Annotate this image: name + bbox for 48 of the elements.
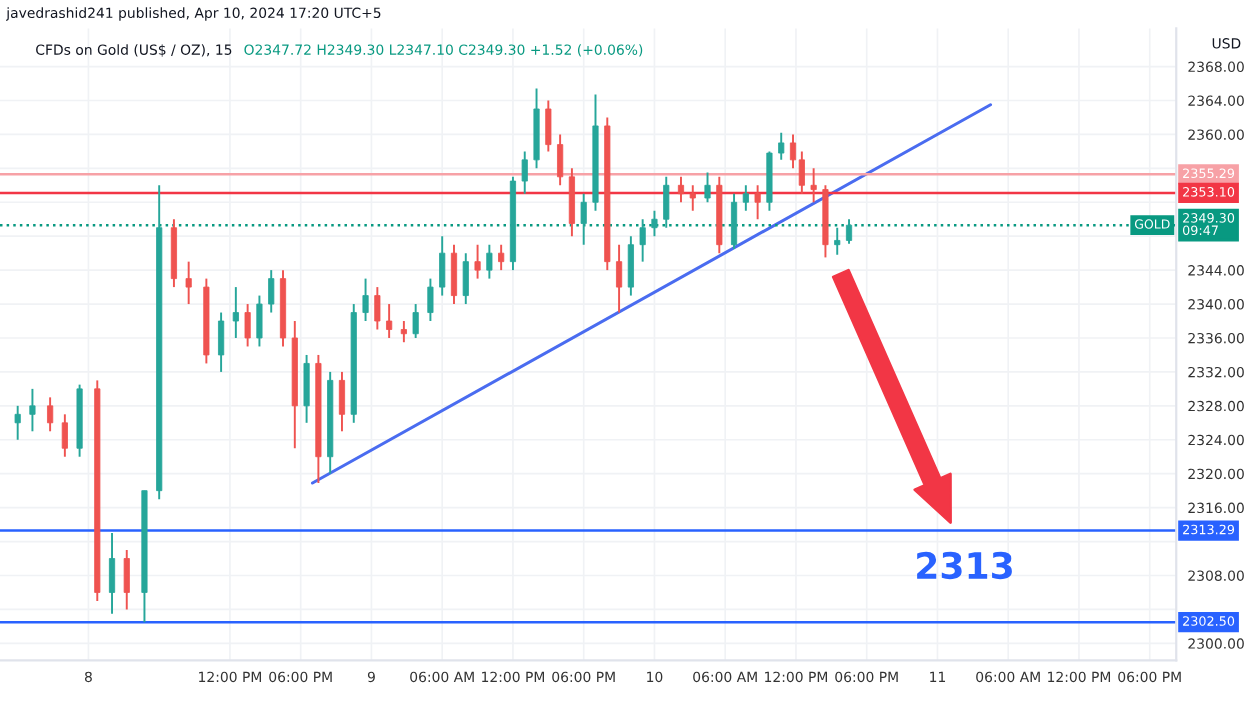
candlestick (580, 192, 587, 246)
candlestick (400, 320, 407, 344)
candlestick (557, 133, 564, 187)
candlestick (730, 192, 738, 250)
candlestick (232, 286, 239, 339)
candlestick (521, 150, 528, 195)
candlestick (108, 532, 116, 615)
candlestick (742, 184, 749, 212)
candlestick (303, 353, 310, 424)
candlestick (474, 243, 481, 280)
candlestick (627, 235, 634, 297)
candlestick (47, 396, 54, 433)
candlestick (639, 218, 646, 263)
candlestick (61, 413, 68, 458)
annotation: 2313 (917, 551, 1012, 580)
candlestick (362, 277, 369, 322)
candlestick (386, 303, 393, 339)
candlestick (374, 286, 381, 331)
candlestick (568, 167, 575, 238)
candlestick (256, 294, 263, 348)
candlestick (29, 387, 36, 433)
candlestick (704, 171, 711, 204)
candlestick (338, 370, 346, 433)
candlestick (123, 549, 130, 611)
candlestick (412, 303, 419, 339)
candlestick (244, 303, 251, 348)
candlestick (834, 226, 841, 256)
candlestick (663, 175, 670, 229)
candlestick (798, 150, 805, 195)
candlestick (427, 277, 434, 322)
candlestick (462, 252, 469, 306)
candlestick (810, 167, 817, 204)
candlestick (651, 209, 658, 238)
candlestick (14, 404, 21, 441)
candlestick (439, 235, 446, 297)
candlestick (545, 99, 552, 153)
candlestick (778, 131, 785, 161)
candlestick (450, 243, 458, 306)
candlestick (268, 269, 275, 314)
candlestick (185, 260, 192, 306)
candlestick (677, 175, 685, 204)
candlestick (845, 218, 853, 245)
candlestick (498, 243, 505, 272)
candlestick (486, 243, 493, 280)
candlestick (616, 243, 623, 314)
candlestick (218, 311, 225, 373)
candlestick (754, 184, 761, 221)
candlestick (689, 184, 696, 212)
